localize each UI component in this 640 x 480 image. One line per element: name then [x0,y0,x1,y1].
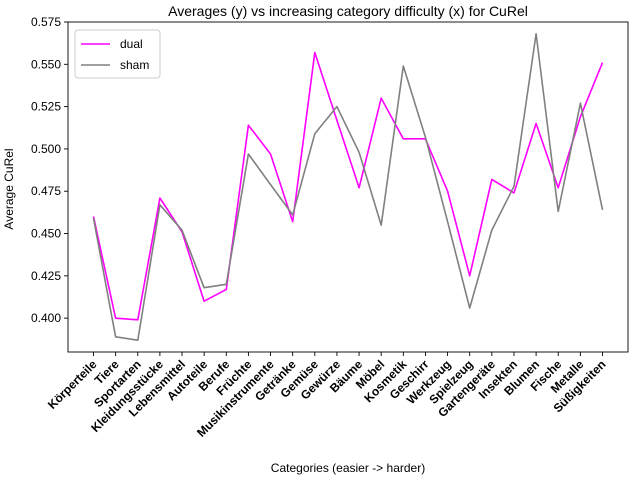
series-line-dual [92,51,604,321]
y-tick-label: 0.575 [31,15,61,29]
y-tick-label: 0.500 [31,142,61,156]
y-tick-label: 0.525 [31,100,61,114]
y-axis: 0.400 0.425 0.450 0.475 0.500 0.525 0.550 0.575 [31,15,68,325]
y-tick-label: 0.550 [31,57,61,71]
y-axis-title: Average CuRel [2,148,16,229]
chart-title: Averages (y) vs increasing category diff… [168,3,528,19]
y-tick-label: 0.425 [31,269,61,283]
series-line-sham [92,32,604,342]
legend-label-dual: dual [120,37,143,51]
series-lines [92,32,604,342]
y-tick-label: 0.450 [31,227,61,241]
x-tick-label: Körperteile [45,357,100,412]
plot-area [67,21,629,353]
y-tick-label: 0.475 [31,184,61,198]
plot-frame [67,21,629,353]
legend-box [74,29,161,79]
legend-label-sham: sham [120,58,149,72]
x-axis-title: Categories (easier -> harder) [271,461,425,475]
x-axis: KörperteileTiereSportartenKleidungsstück… [45,352,609,440]
y-tick-label: 0.400 [31,311,61,325]
legend: dual sham [74,29,161,79]
